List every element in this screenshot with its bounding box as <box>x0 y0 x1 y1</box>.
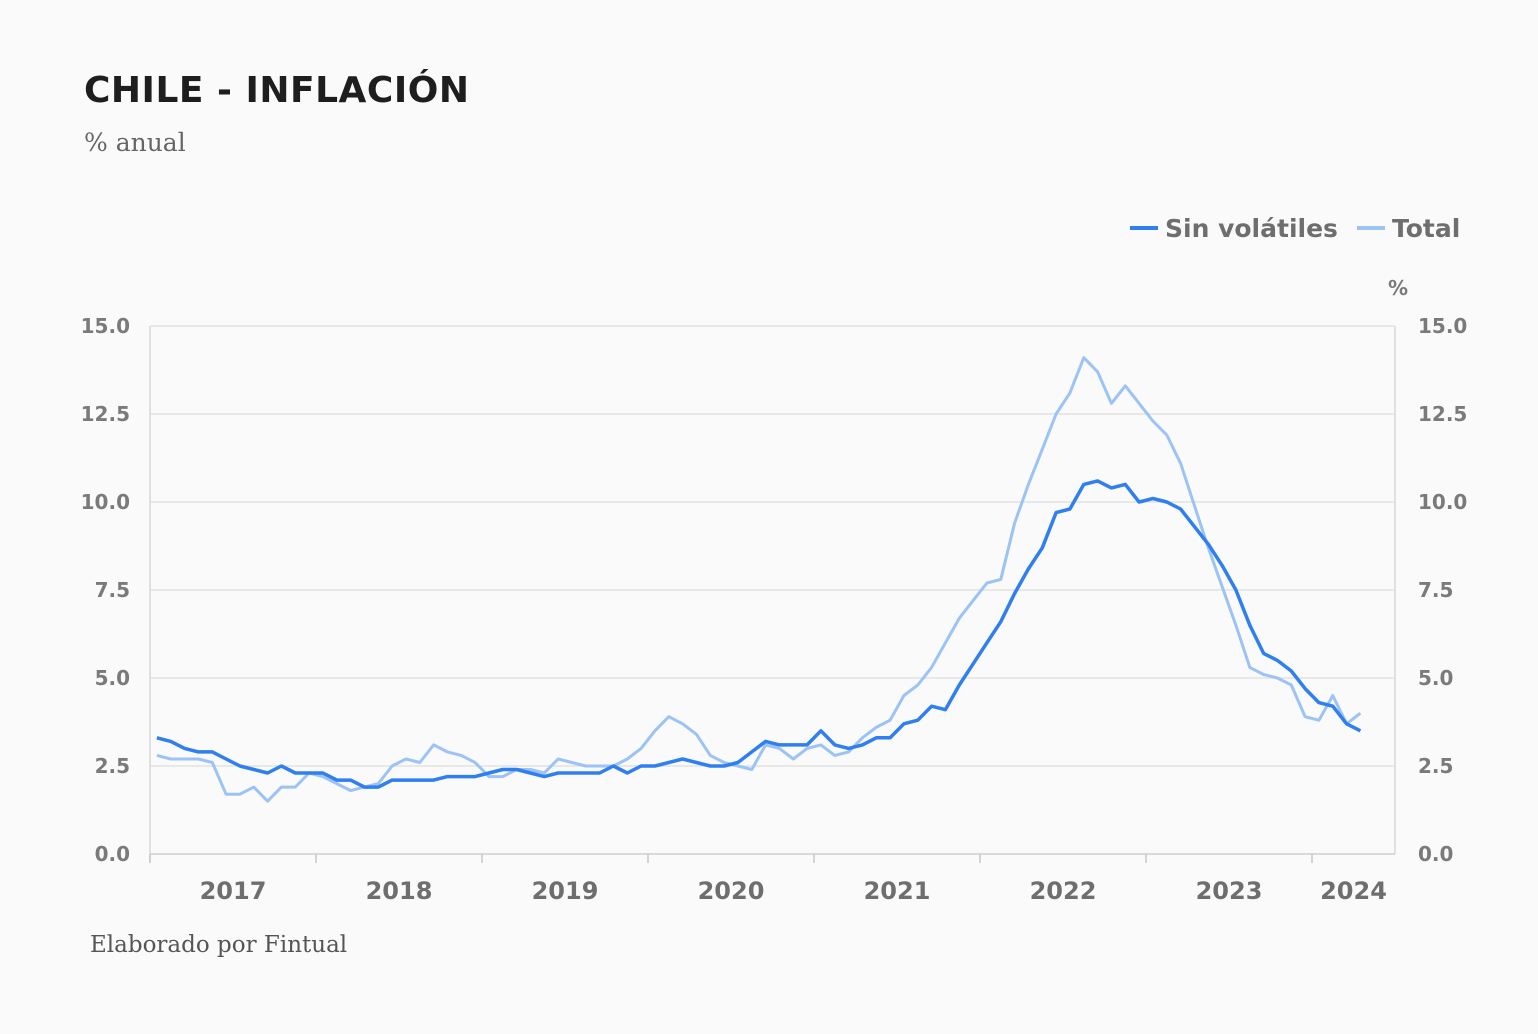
x-tick-label: 2022 <box>1030 877 1097 905</box>
y-tick-right: 2.5 <box>1418 754 1453 778</box>
y-tick-right: 12.5 <box>1418 402 1467 426</box>
legend-label-sin-volatiles: Sin volátiles <box>1165 214 1338 243</box>
y-tick-right: 0.0 <box>1418 842 1453 866</box>
y-tick-left: 12.5 <box>81 402 130 426</box>
x-tick-label: 2019 <box>532 877 599 905</box>
x-tick-label: 2020 <box>698 877 765 905</box>
chart-subtitle: % anual <box>84 128 186 157</box>
y-tick-right: 10.0 <box>1418 490 1467 514</box>
x-tick-label: 2023 <box>1196 877 1263 905</box>
y-tick-right: 5.0 <box>1418 666 1453 690</box>
y-unit-label: % <box>1388 276 1408 300</box>
x-tick-label: 2021 <box>864 877 931 905</box>
legend-label-total: Total <box>1392 214 1460 243</box>
y-tick-left: 15.0 <box>81 314 130 338</box>
y-tick-left: 7.5 <box>95 578 130 602</box>
y-tick-right: 7.5 <box>1418 578 1453 602</box>
footer-credit: Elaborado por Fintual <box>90 932 348 958</box>
x-tick-label: 2017 <box>200 877 267 905</box>
y-tick-left: 10.0 <box>81 490 130 514</box>
x-tick-label: 2018 <box>366 877 433 905</box>
y-tick-right: 15.0 <box>1418 314 1467 338</box>
y-tick-left: 5.0 <box>95 666 130 690</box>
chart-title: CHILE - INFLACIÓN <box>84 70 470 111</box>
series-line-sin-volatiles <box>156 479 1362 789</box>
y-tick-left: 2.5 <box>95 754 130 778</box>
y-tick-left: 0.0 <box>95 842 130 866</box>
x-tick-label: 2024 <box>1320 877 1387 905</box>
series-line-total <box>156 356 1362 803</box>
